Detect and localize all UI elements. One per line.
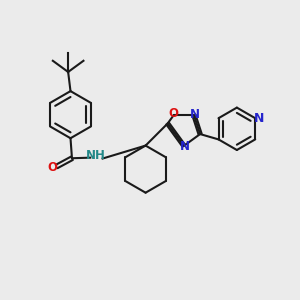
Text: N: N: [179, 140, 190, 153]
Text: O: O: [168, 107, 178, 120]
Text: NH: NH: [86, 149, 106, 162]
Text: N: N: [190, 108, 200, 121]
Text: N: N: [254, 112, 264, 125]
Text: O: O: [48, 161, 58, 174]
